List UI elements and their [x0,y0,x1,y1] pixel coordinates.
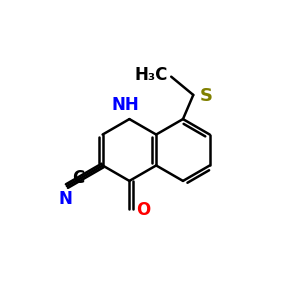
Text: C: C [73,169,85,187]
Text: O: O [136,201,150,219]
Text: S: S [200,87,213,105]
Text: H₃C: H₃C [134,66,168,84]
Text: NH: NH [112,96,140,114]
Text: N: N [58,190,72,208]
